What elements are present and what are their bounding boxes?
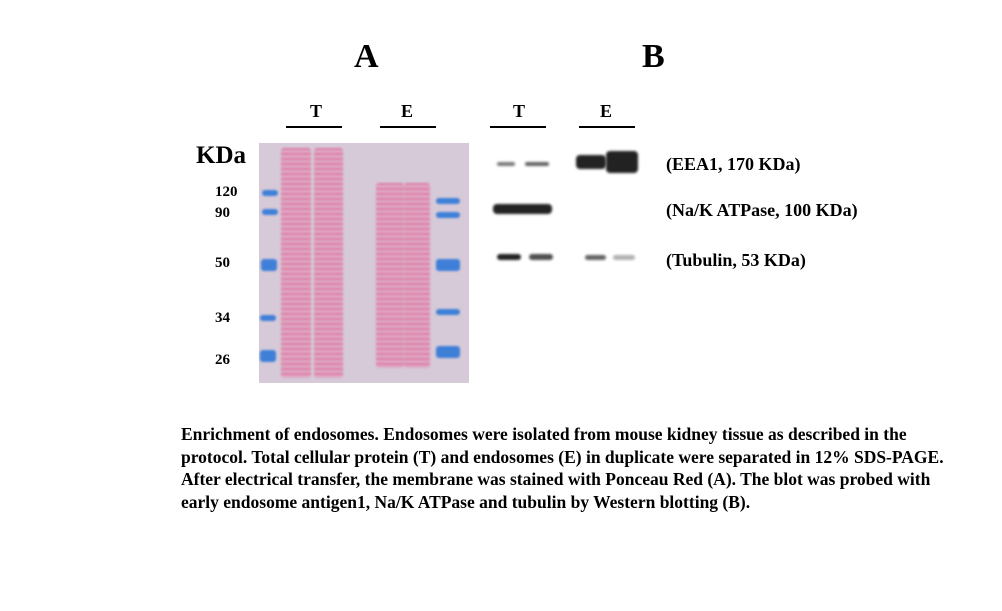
gel-lane	[314, 148, 343, 378]
blot-band	[497, 162, 515, 166]
blot-band	[493, 204, 552, 214]
ladder-band	[436, 198, 460, 204]
ladder-band	[260, 350, 276, 362]
blot-band	[525, 162, 549, 166]
antibody-label-tubulin: (Tubulin, 53 KDa)	[666, 250, 806, 270]
gel-lane	[281, 148, 311, 378]
lane-label-b-total: T	[512, 101, 525, 121]
ladder-band	[436, 309, 460, 315]
mw-marker: 26	[215, 352, 230, 368]
gel-lane	[376, 183, 404, 368]
blot-band	[529, 254, 553, 260]
ladder-band	[262, 209, 278, 215]
lane-label-a-endo: E	[400, 101, 413, 121]
panel-label-b: B	[642, 38, 665, 75]
lane-line	[380, 126, 436, 128]
ladder-band	[260, 315, 276, 321]
blot-band	[606, 151, 638, 173]
gel-lane	[404, 183, 430, 368]
antibody-label-eea1: (EEA1, 170 KDa)	[666, 154, 801, 174]
mw-marker: 90	[215, 205, 230, 221]
mw-unit-label: KDa	[196, 142, 246, 169]
mw-marker: 34	[215, 310, 230, 326]
lane-line	[579, 126, 635, 128]
ladder-band	[436, 346, 460, 358]
mw-marker: 120	[215, 184, 238, 200]
figure-caption: Enrichment of endosomes. Endosomes were …	[181, 424, 944, 512]
lane-label-b-endo: E	[599, 101, 612, 121]
lane-label-a-total: T	[309, 101, 322, 121]
ponceau-gel-image	[259, 143, 469, 383]
ladder-band	[262, 190, 278, 196]
mw-marker: 50	[215, 255, 230, 271]
lane-line	[286, 126, 342, 128]
blot-band	[613, 255, 635, 260]
blot-band	[585, 255, 606, 260]
panel-label-a: A	[354, 38, 379, 75]
ladder-band	[261, 259, 277, 271]
blot-band	[497, 254, 521, 260]
blot-band	[576, 155, 606, 169]
ladder-band	[436, 212, 460, 218]
antibody-label-na-k-atpase: (Na/K ATPase, 100 KDa)	[666, 200, 858, 220]
lane-line	[490, 126, 546, 128]
ladder-band	[436, 259, 460, 271]
western-blot-image	[480, 140, 660, 280]
